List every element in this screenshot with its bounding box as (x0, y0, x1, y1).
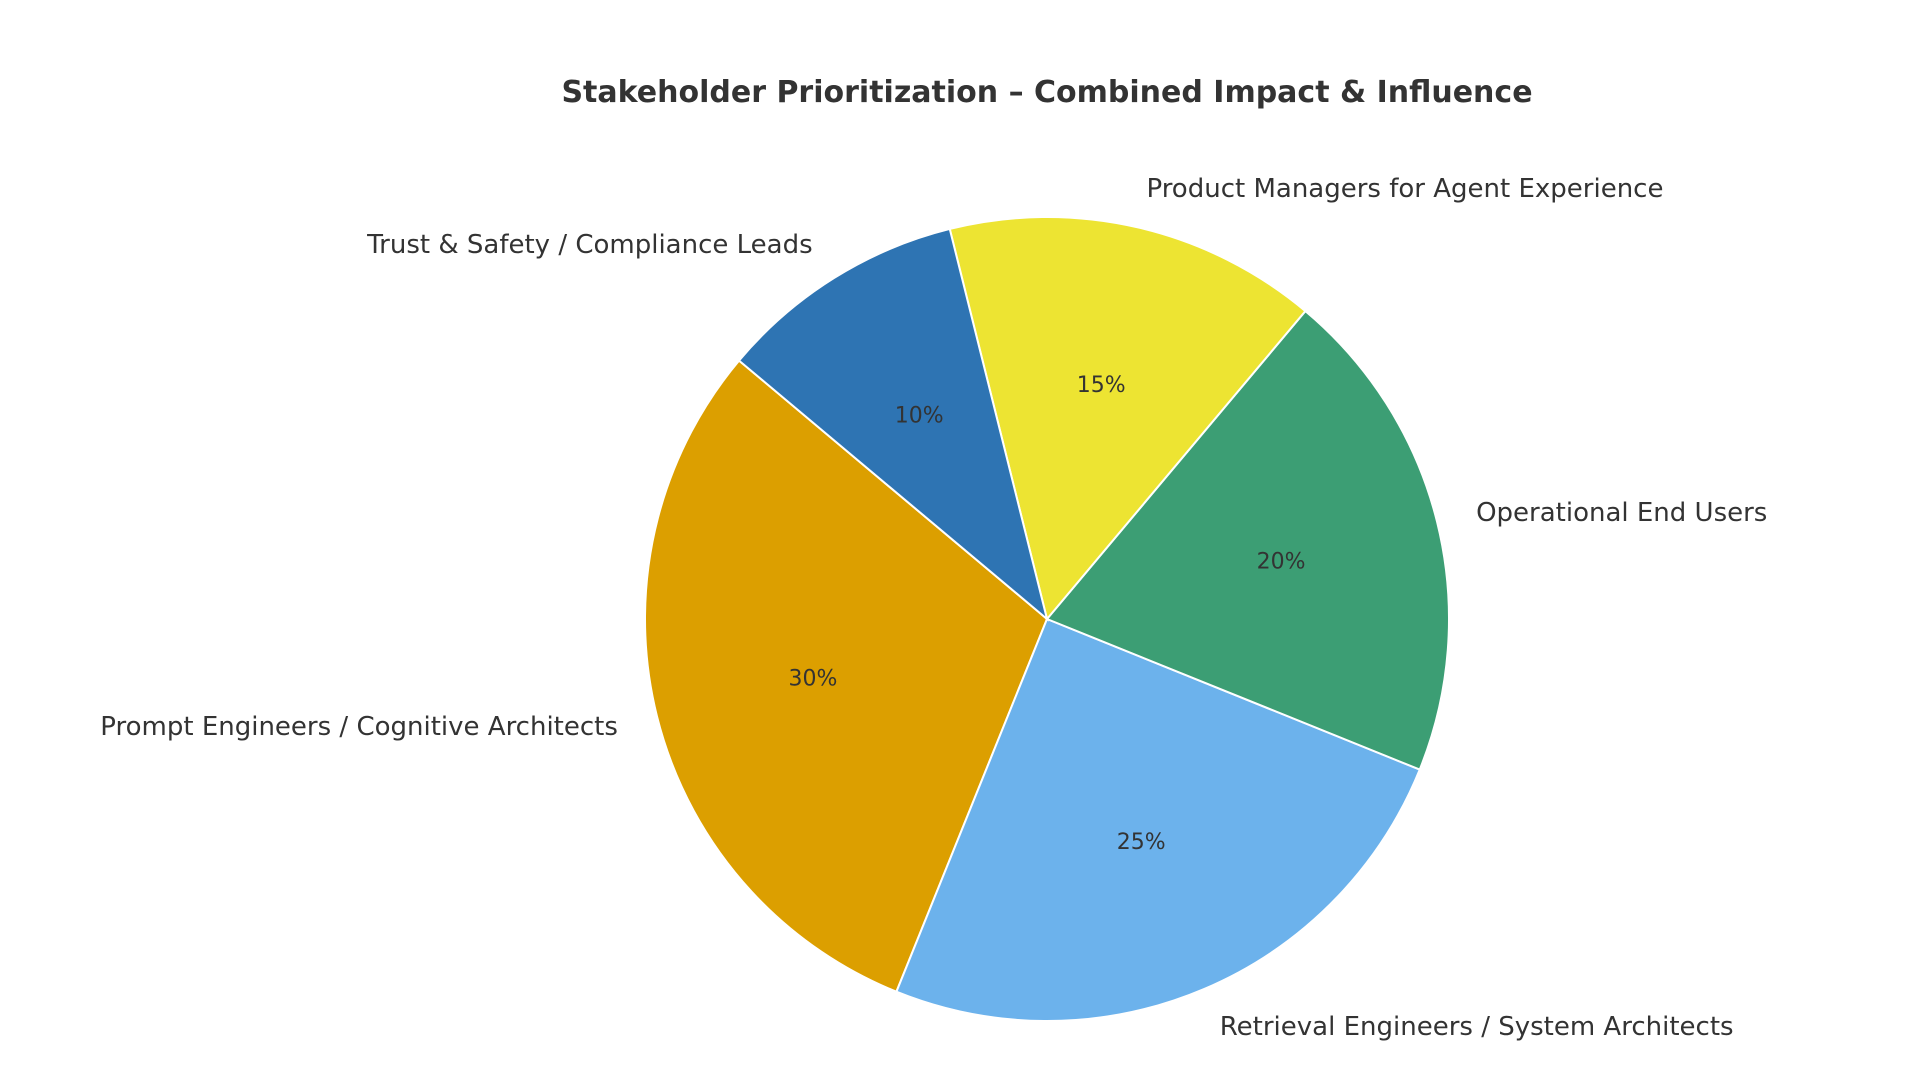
slice-percent-label: 10% (895, 403, 944, 428)
slice-percent-label: 30% (789, 666, 838, 691)
slice-label: Trust & Safety / Compliance Leads (366, 230, 813, 260)
chart-title: Stakeholder Prioritization – Combined Im… (561, 75, 1532, 110)
pie-slice (1045, 309, 1450, 771)
slice-label: Retrieval Engineers / System Architects (1220, 1012, 1734, 1042)
slice-label: Operational End Users (1476, 498, 1767, 528)
pie-slice (644, 359, 1049, 994)
slice-percent-label: 15% (1077, 373, 1126, 398)
slice-label: Product Managers for Agent Experience (1146, 174, 1663, 204)
slice-label: Prompt Engineers / Cognitive Architects (100, 712, 618, 742)
slice-percent-label: 25% (1117, 830, 1166, 855)
pie-slice (895, 617, 1422, 1022)
pie-slice (737, 227, 1049, 622)
pie-slice (948, 216, 1307, 622)
slice-percent-label: 20% (1257, 550, 1306, 575)
